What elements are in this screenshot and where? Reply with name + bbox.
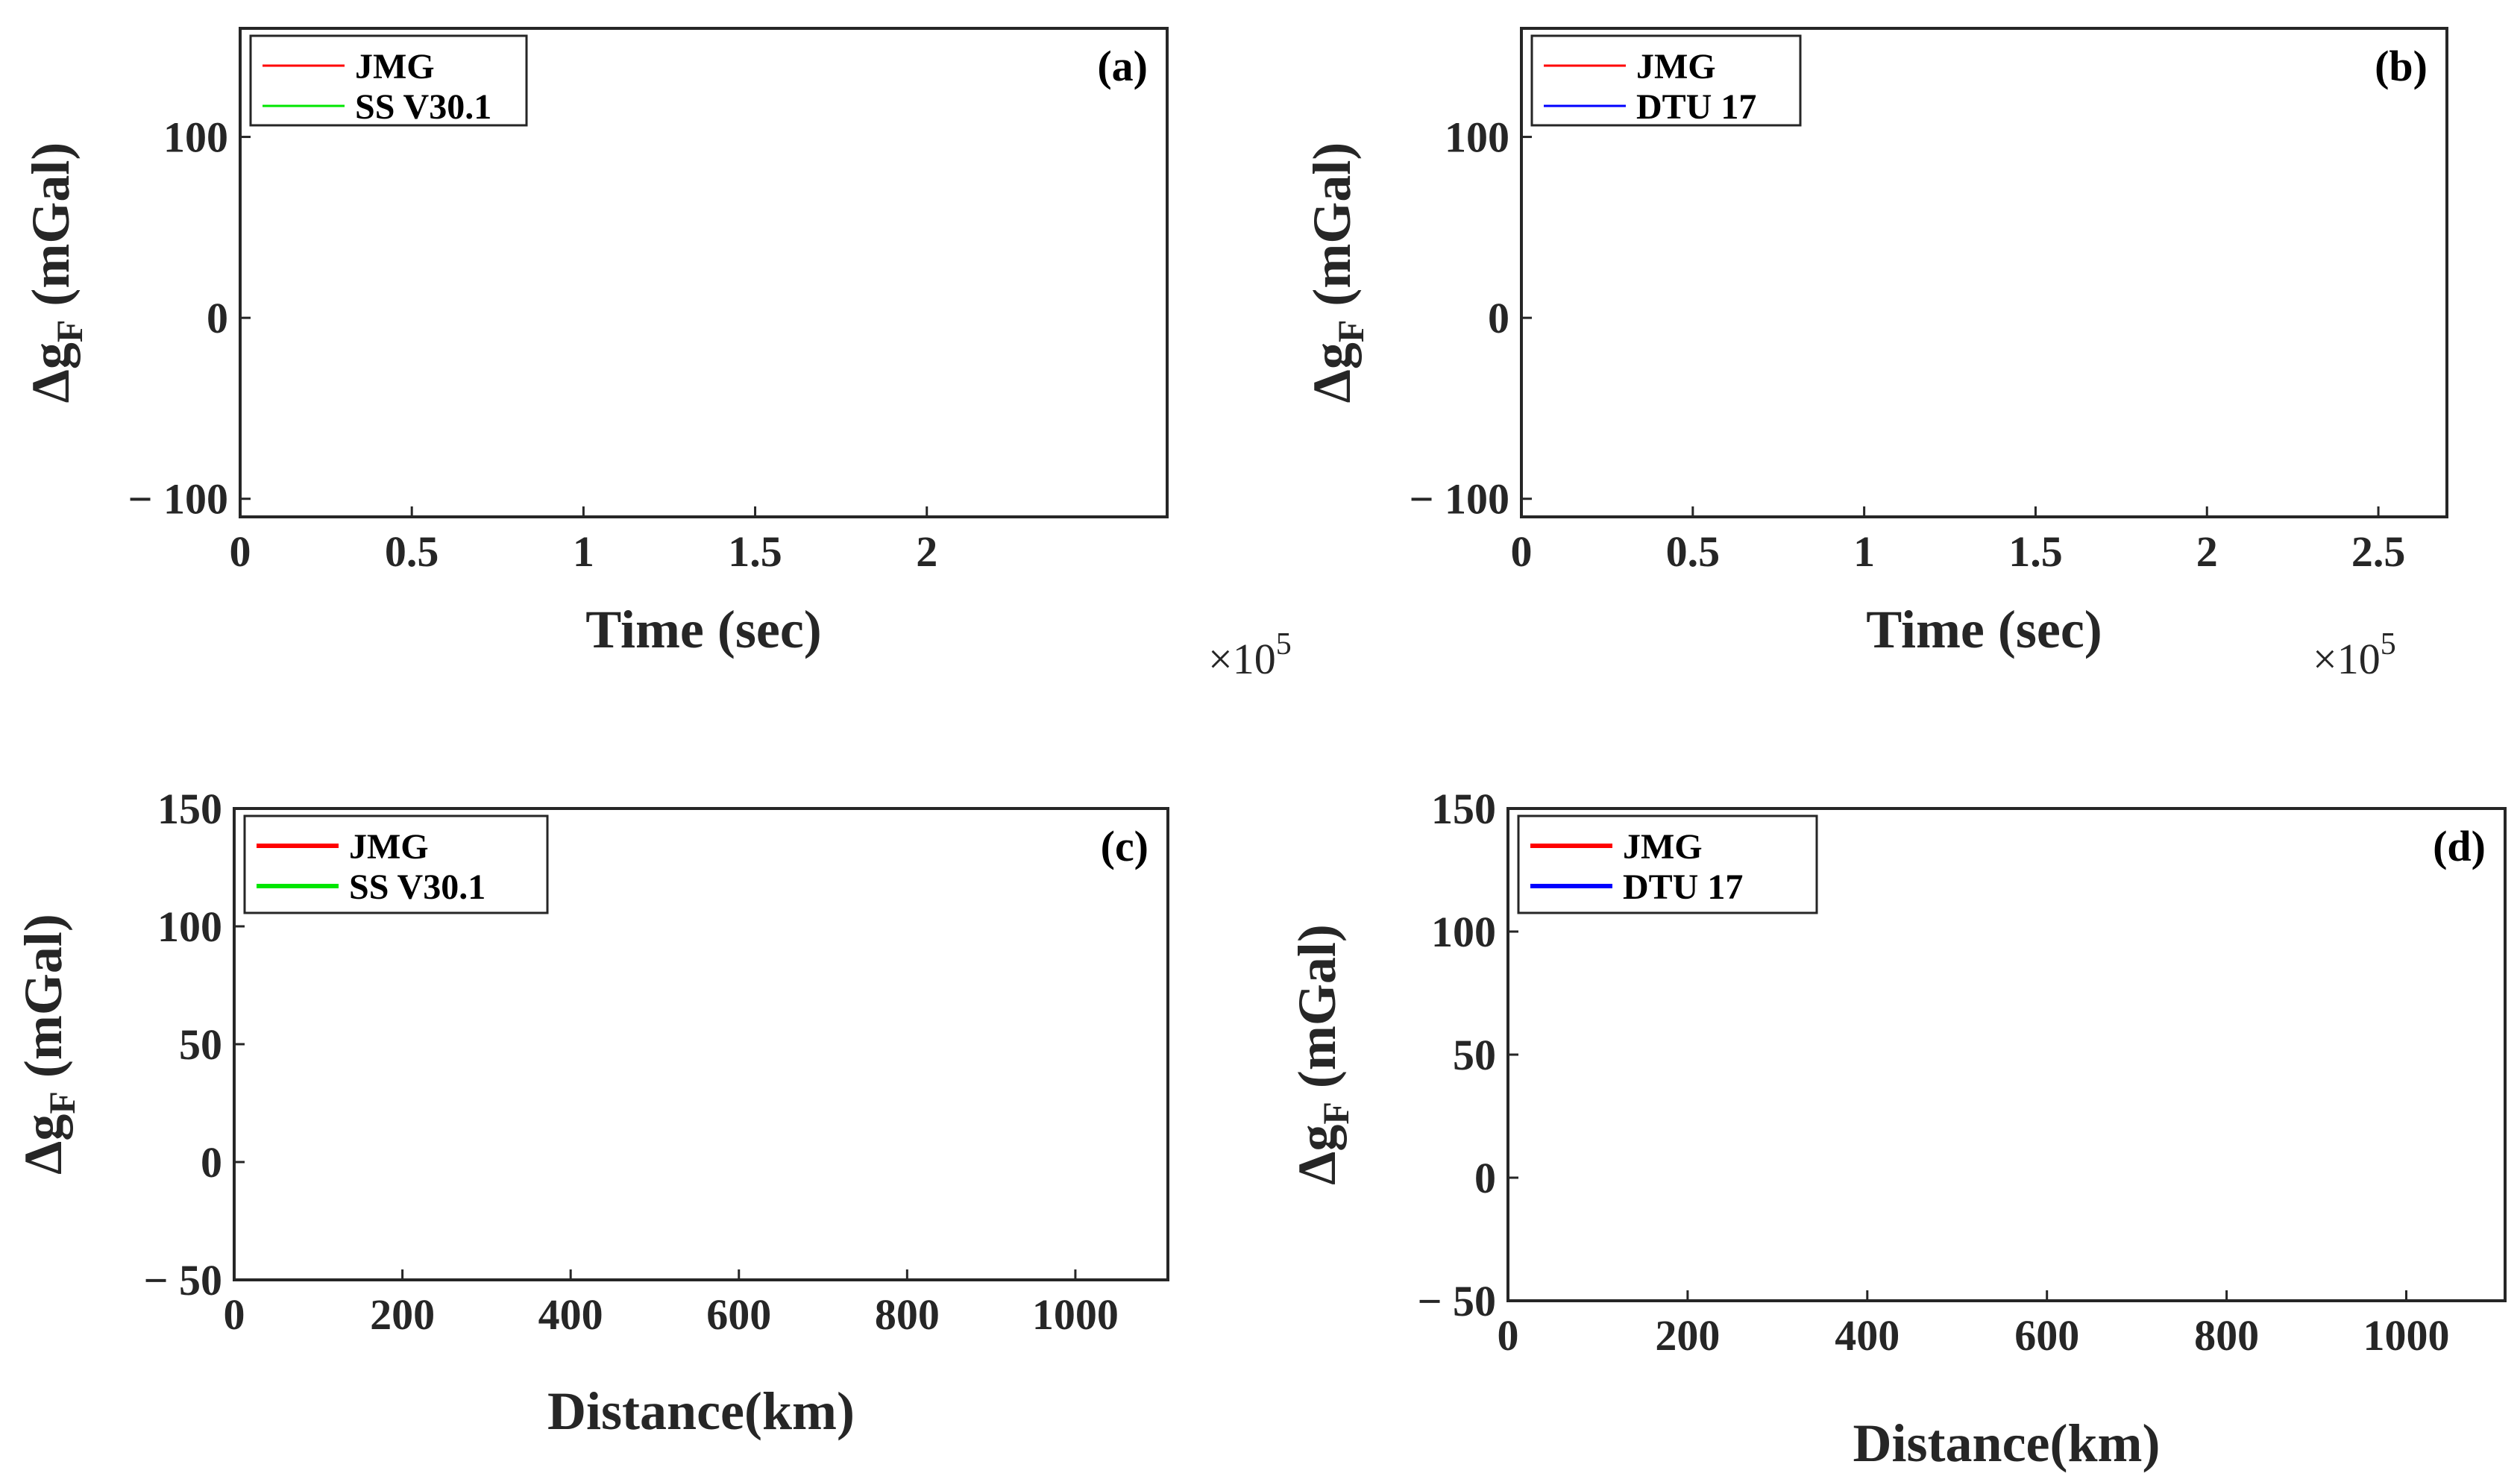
legend-label: JMG [1636,47,1716,87]
y-tick-label: − 50 [1417,1277,1496,1325]
y-label-main: Δg [21,342,81,403]
y-label-main: Δg [1287,1125,1347,1185]
x-tick-label: 1000 [1032,1290,1119,1339]
x-axis-label: Distance(km) [547,1381,855,1441]
x-tick-label: 600 [2014,1311,2079,1360]
y-tick-label: 0 [207,294,228,342]
y-tick-label: 50 [1453,1031,1496,1079]
y-tick-label: 50 [179,1020,222,1069]
y-tick-label: 100 [1445,113,1509,162]
x-tick-label: 400 [538,1290,603,1339]
chart-panel: 0 200 400 600 800 1000− 50050100150Distance(k… [13,785,1169,1441]
legend-label: JMG [1623,827,1703,867]
legend-label: SS V30.1 [349,867,486,907]
legend-box [1517,814,1818,914]
panel-tag: (a) [1097,42,1148,90]
x-tick-label: 0.5 [385,527,439,576]
y-label-unit: (mGal) [13,914,73,1078]
chart-panel: 0 200 400 600 800 1000− 50050100150Distance(k… [1287,785,2507,1473]
legend-label: DTU 17 [1636,87,1756,127]
y-tick-label: 100 [1431,908,1496,956]
x-axis-multiplier: ×105 [2313,627,2396,683]
x-axis-multiplier: ×105 [1208,627,1292,683]
x-tick-label: 0.5 [1666,527,1721,576]
legend-label: DTU 17 [1623,867,1743,907]
y-tick-label: 150 [1431,785,1496,833]
y-tick-label: 100 [157,902,222,951]
x-tick-label: 1.5 [728,527,782,576]
x-tick-label: 200 [370,1290,435,1339]
y-tick-label: 0 [1474,1154,1496,1202]
y-label-subscript: F [41,1091,83,1114]
y-label-unit: (mGal) [21,142,81,307]
x-axis-label: Time (sec) [585,600,822,659]
x-tick-label: 800 [875,1290,940,1339]
x-tick-label: 200 [1655,1311,1720,1360]
y-label-main: Δg [1302,342,1362,403]
x-tick-label: 1 [573,527,594,576]
legend-label: JMG [355,47,435,87]
legend-label: JMG [349,827,429,867]
x-tick-label: 0 [1498,1311,1519,1360]
y-tick-label: 100 [163,113,228,162]
y-axis-label: ΔgF (mGal) [13,914,83,1175]
x-multiplier-base: ×10 [1208,635,1276,683]
x-tick-label: 1000 [2363,1311,2450,1360]
x-tick-label: 600 [706,1290,771,1339]
legend-label: SS V30.1 [355,87,491,127]
y-axis-label: ΔgF (mGal) [1302,142,1371,404]
x-tick-label: 800 [2194,1311,2259,1360]
y-tick-label: 0 [1488,294,1509,342]
y-label-subscript: F [1315,1102,1357,1125]
legend-box [249,34,528,127]
x-multiplier-exp: 5 [2381,627,2396,662]
x-tick-label: 0 [230,527,251,576]
y-tick-label: 150 [157,785,222,833]
x-tick-label: 1.5 [2008,527,2063,576]
x-tick-label: 2 [916,527,937,576]
x-multiplier-base: ×10 [2313,635,2381,683]
y-tick-label: − 50 [143,1256,222,1304]
legend-box [243,814,549,914]
y-label-unit: (mGal) [1287,924,1347,1088]
x-axis-label: Distance(km) [1853,1413,2161,1473]
x-multiplier-exp: 5 [1276,627,1292,662]
x-tick-label: 0 [1511,527,1533,576]
y-tick-label: − 100 [128,475,228,524]
y-label-unit: (mGal) [1302,142,1362,307]
y-label-main: Δg [13,1114,73,1175]
x-tick-label: 2 [2196,527,2218,576]
panel-tag: (c) [1101,822,1149,870]
panel-tag: (d) [2433,822,2486,870]
legend-box [1530,34,1802,127]
y-label-subscript: F [1330,320,1371,343]
y-tick-label: − 100 [1409,475,1509,524]
y-axis-label: ΔgF (mGal) [21,142,90,404]
x-axis-label: Time (sec) [1866,600,2102,659]
y-axis-label: ΔgF (mGal) [1287,924,1357,1185]
y-tick-label: 0 [201,1138,222,1187]
x-tick-label: 2.5 [2351,527,2406,576]
x-tick-label: 400 [1835,1311,1900,1360]
x-tick-label: 0 [224,1290,245,1339]
panel-tag: (b) [2375,42,2428,90]
x-tick-label: 1 [1853,527,1875,576]
y-label-subscript: F [48,320,90,343]
